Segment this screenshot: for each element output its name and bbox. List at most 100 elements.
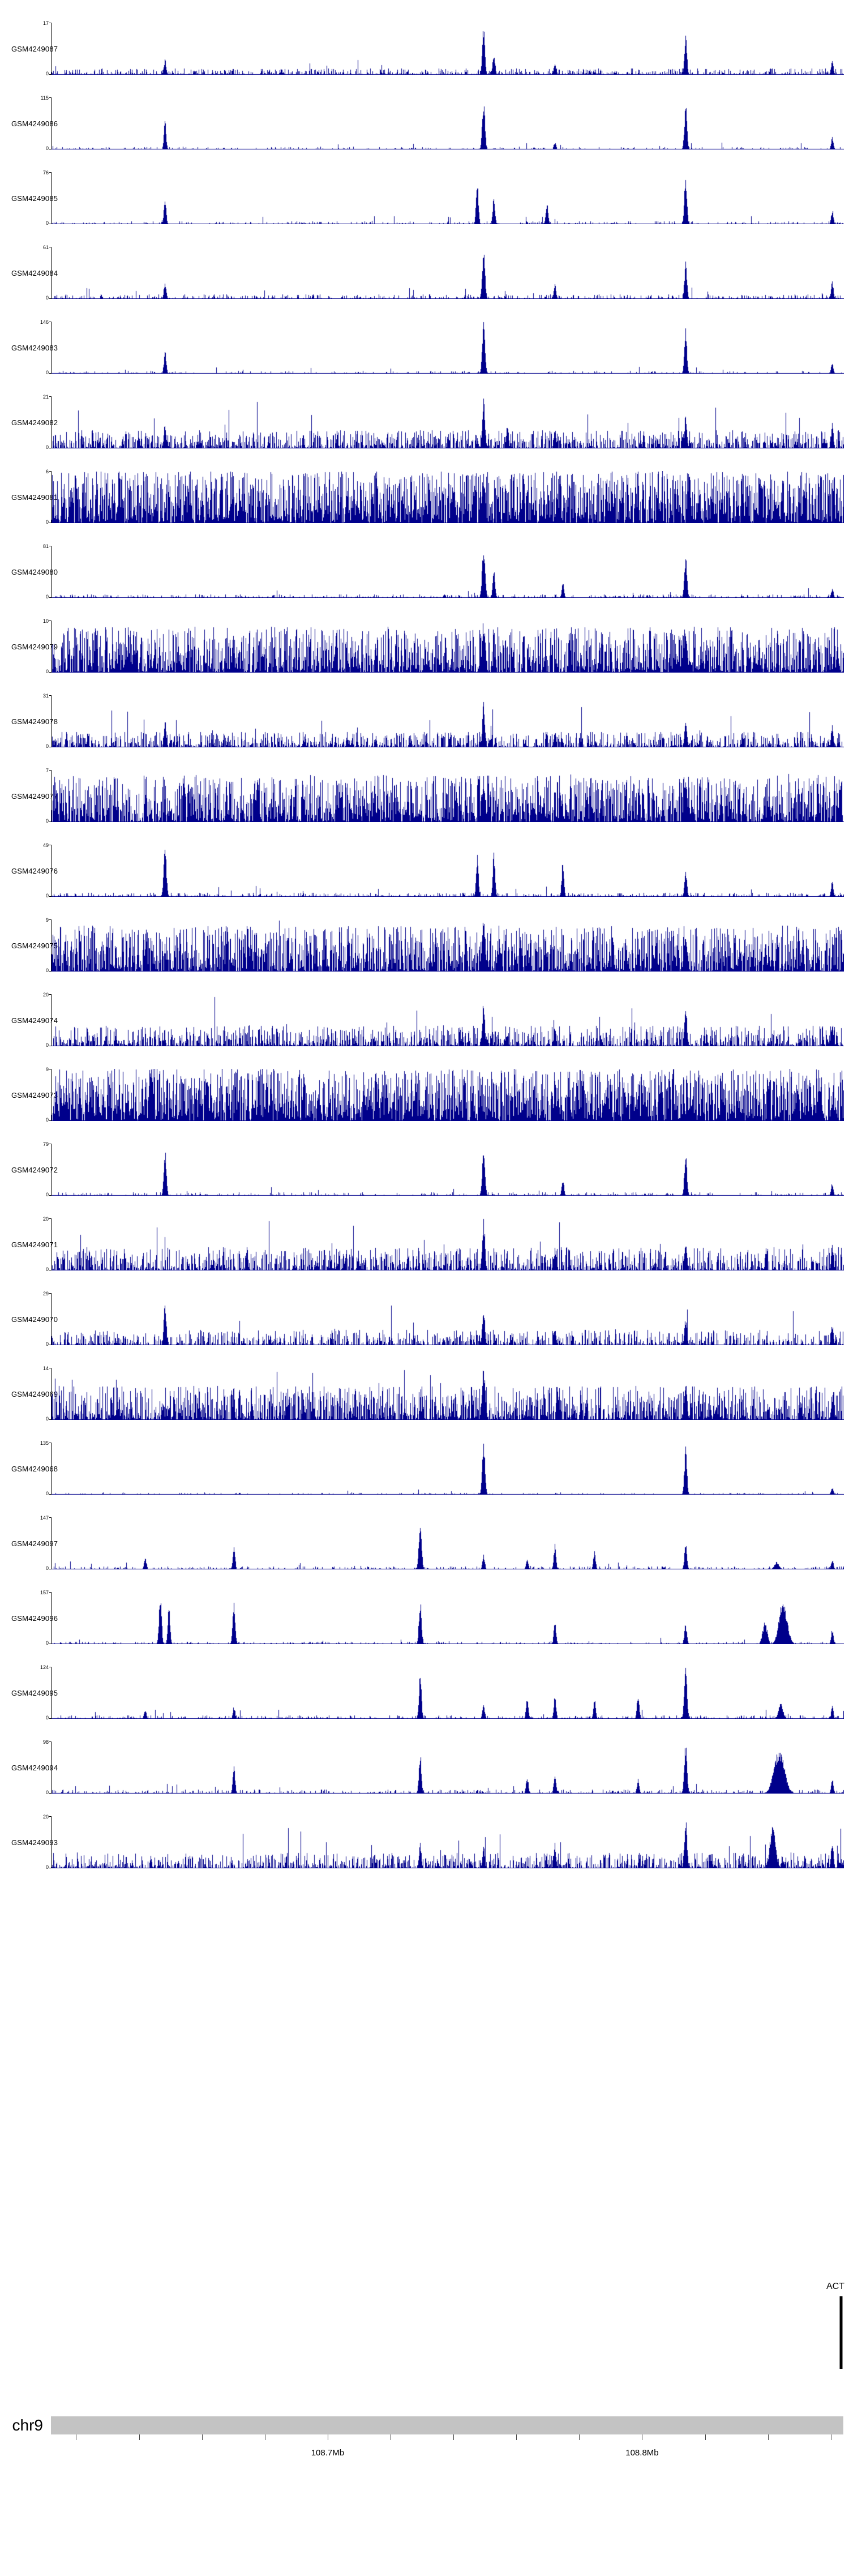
signal-canvas — [52, 994, 844, 1046]
track-label: GSM4249094 — [11, 1763, 58, 1772]
signal-canvas — [52, 1368, 844, 1420]
track-label: GSM4249075 — [11, 941, 58, 950]
axis-coordinate-label: 108.8Mb — [625, 2448, 659, 2458]
signal-canvas — [52, 97, 844, 149]
track-plot: 98 0 — [43, 1740, 844, 1795]
track-plot: 79 0 — [43, 1142, 844, 1197]
track-row: GSM4249084 61 0 — [0, 244, 849, 319]
track-ymin-label: 0 — [45, 893, 49, 898]
track-ymin-label: 0 — [45, 220, 49, 226]
track-ymin-label: 0 — [45, 146, 49, 151]
track-ymax-label: 6 — [45, 469, 49, 474]
track-label: GSM4249080 — [11, 567, 58, 576]
track-label: GSM4249077 — [11, 791, 58, 801]
signal-canvas — [52, 546, 844, 598]
track-plot: 9 0 — [46, 918, 844, 973]
track-label: GSM4249070 — [11, 1315, 58, 1324]
track-ymin-label: 0 — [45, 1640, 49, 1646]
track-label: GSM4249097 — [11, 1539, 58, 1548]
track-ymax-label: 9 — [45, 917, 49, 923]
signal-canvas — [52, 1144, 844, 1196]
track-row: GSM4249071 20 0 — [0, 1216, 849, 1290]
track-label: GSM4249072 — [11, 1165, 58, 1174]
track-row: GSM4249097 147 0 — [0, 1514, 849, 1589]
track-row: GSM4249079 10 0 — [0, 618, 849, 692]
track-row: GSM4249072 79 0 — [0, 1141, 849, 1216]
track-label: GSM4249086 — [11, 119, 58, 128]
track-plot: 10 0 — [43, 619, 844, 674]
signal-canvas — [52, 23, 844, 75]
track-row: GSM4249080 81 0 — [0, 543, 849, 618]
track-label: GSM4249078 — [11, 717, 58, 726]
track-ymax-label: 20 — [42, 1814, 49, 1820]
track-ymin-label: 0 — [45, 669, 49, 674]
signal-canvas — [52, 919, 844, 972]
signal-canvas — [52, 1069, 844, 1121]
track-plot: 135 0 — [40, 1441, 844, 1496]
track-ymin-label: 0 — [45, 1192, 49, 1197]
track-ymax-label: 20 — [42, 992, 49, 998]
track-ymin-label: 0 — [45, 1042, 49, 1048]
signal-canvas — [52, 247, 844, 299]
track-row: GSM4249087 17 0 — [0, 20, 849, 95]
axis-tick — [139, 2434, 140, 2440]
track-plot: 20 0 — [43, 1217, 844, 1272]
gene-annotation-track: ACT — [51, 2282, 844, 2412]
track-label: GSM4249082 — [11, 418, 58, 427]
track-row: GSM4249086 115 0 — [0, 95, 849, 169]
axis-tick — [516, 2434, 517, 2440]
track-ymin-label: 0 — [45, 1341, 49, 1347]
signal-canvas — [52, 471, 844, 523]
track-ymin-label: 0 — [45, 1790, 49, 1795]
track-plot: 7 0 — [46, 768, 844, 824]
track-ymin-label: 0 — [45, 71, 49, 76]
track-plot: 147 0 — [40, 1516, 844, 1571]
track-plot: 157 0 — [40, 1590, 844, 1646]
axis-ticks: 108.7Mb 108.8Mb — [51, 2416, 843, 2490]
track-ymax-label: 14 — [42, 1366, 49, 1371]
track-label: GSM4249079 — [11, 642, 58, 651]
track-plot: 124 0 — [40, 1665, 844, 1721]
track-plot: 31 0 — [43, 694, 844, 749]
track-ymax-label: 21 — [42, 394, 49, 400]
track-ymax-label: 7 — [45, 768, 49, 773]
axis-tick — [767, 2434, 769, 2440]
track-label: GSM4249074 — [11, 1016, 58, 1025]
track-row: GSM4249081 6 0 — [0, 468, 849, 543]
track-row: GSM4249093 20 0 — [0, 1813, 849, 1888]
track-ymin-label: 0 — [45, 1864, 49, 1870]
track-ymax-label: 98 — [42, 1739, 49, 1745]
track-ymax-label: 124 — [40, 1664, 49, 1670]
track-plot: 76 0 — [43, 170, 844, 226]
track-ymax-label: 61 — [42, 245, 49, 250]
chromosome-label: chr9 — [12, 2416, 43, 2434]
track-label: GSM4249093 — [11, 1838, 58, 1847]
track-plot: 81 0 — [43, 544, 844, 600]
tracks-area: GSM4249087 17 0 GSM4249086 115 0 GSM4249… — [0, 20, 849, 1888]
track-label: GSM4249081 — [11, 493, 58, 502]
track-ymax-label: 135 — [40, 1440, 49, 1446]
track-row: GSM4249076 49 0 — [0, 842, 849, 917]
track-ymin-label: 0 — [45, 818, 49, 824]
signal-canvas — [52, 396, 844, 448]
track-ymax-label: 79 — [42, 1141, 49, 1147]
track-label: GSM4249087 — [11, 44, 58, 53]
track-row: GSM4249068 135 0 — [0, 1440, 849, 1514]
track-ymax-label: 17 — [42, 20, 49, 26]
track-row: GSM4249082 21 0 — [0, 393, 849, 468]
track-row: GSM4249074 20 0 — [0, 991, 849, 1066]
track-ymin-label: 0 — [45, 1266, 49, 1272]
chromosome-bar — [51, 2416, 843, 2434]
signal-canvas — [52, 1443, 844, 1495]
track-row: GSM4249077 7 0 — [0, 767, 849, 842]
track-ymin-label: 0 — [45, 519, 49, 525]
track-ymin-label: 0 — [45, 1491, 49, 1496]
track-ymin-label: 0 — [45, 370, 49, 375]
track-plot: 17 0 — [43, 21, 844, 76]
axis-tick — [201, 2434, 203, 2440]
axis-tick — [453, 2434, 454, 2440]
track-plot: 6 0 — [46, 469, 844, 525]
track-ymin-label: 0 — [45, 1565, 49, 1571]
gene-exon-bar — [839, 2296, 843, 2369]
axis-tick — [705, 2434, 706, 2440]
